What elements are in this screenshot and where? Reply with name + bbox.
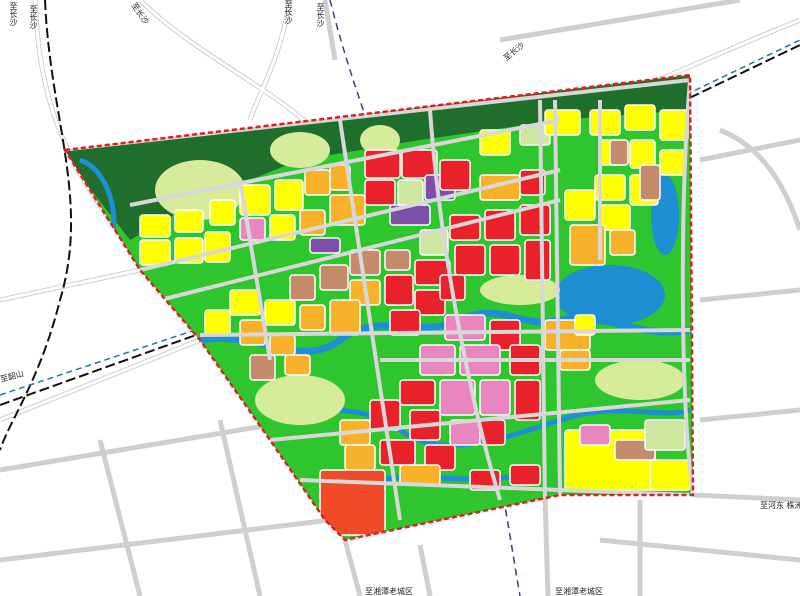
lake [555, 265, 665, 325]
residential-block [209, 199, 236, 226]
road [338, 119, 402, 521]
cultural-block [579, 424, 611, 446]
residential-block [629, 139, 656, 169]
industrial-block [319, 264, 349, 291]
direction-label: 至长沙 [316, 3, 325, 27]
commercial-block [509, 464, 541, 486]
cultural-block [444, 314, 486, 341]
direction-label: 至长沙 [284, 0, 293, 24]
direction-label: 至长沙 [9, 2, 18, 26]
commercial-block [379, 439, 416, 466]
light-green-block [644, 419, 686, 451]
road [238, 179, 272, 361]
direction-label: 至长沙 [29, 5, 38, 29]
commercial-mixed-block [569, 224, 606, 266]
industrial-block [249, 354, 276, 381]
direction-label: 至河东 株洲 [760, 501, 800, 510]
residential-block [564, 189, 596, 221]
light-green-zone [360, 125, 400, 155]
commercial-block [384, 274, 414, 306]
residential-block [204, 231, 231, 263]
commercial-mixed-block [284, 354, 311, 376]
industrial-block [639, 164, 661, 201]
internal-road-network [65, 78, 693, 521]
commercial-block [401, 149, 438, 179]
large-site-block [319, 469, 386, 536]
commercial-mixed-block [269, 334, 296, 356]
planning-boundary [62, 73, 695, 542]
residential-block [239, 184, 271, 216]
commercial-mixed-block [399, 464, 441, 486]
industrial-block [349, 249, 381, 276]
commercial-mixed-block [329, 299, 361, 336]
road [199, 328, 691, 337]
road [553, 99, 562, 496]
industrial-block [384, 249, 411, 271]
residential-block [594, 174, 626, 201]
direction-label: 至湘潭老城区 [365, 587, 413, 596]
residential-block [589, 109, 621, 136]
commercial-block [514, 379, 541, 421]
residential-block [229, 289, 261, 316]
commercial-block [399, 379, 436, 406]
light-green-zone [595, 360, 685, 400]
commercial-mixed-block [304, 169, 331, 196]
road [538, 99, 547, 501]
commercial-block [489, 319, 521, 351]
planning-area [65, 75, 693, 540]
commercial-block [439, 159, 471, 191]
cultural-block [479, 379, 511, 416]
residential-block [649, 459, 691, 491]
residential-block [624, 104, 656, 131]
residential-block [659, 109, 689, 141]
commercial-mixed-block [609, 229, 636, 256]
commercial-block [414, 289, 446, 316]
residential-block [264, 299, 296, 326]
commercial-mixed-block [344, 444, 376, 471]
land-use-blocks [139, 104, 691, 536]
industrial-block [609, 139, 629, 166]
commercial-block [389, 309, 421, 336]
road [428, 109, 502, 501]
road [680, 79, 693, 496]
residential-block [139, 239, 171, 266]
commercial-mixed-block [299, 304, 326, 331]
direction-label: 至湘潭老城区 [555, 587, 603, 596]
residential-block [274, 179, 304, 211]
commercial-block [454, 244, 486, 276]
administrative-block [309, 237, 341, 254]
residential-block [659, 149, 686, 176]
residential-block [139, 214, 171, 238]
light-green-zone [480, 275, 560, 305]
commercial-block [364, 179, 396, 206]
light-green-block [397, 179, 424, 206]
light-green-zone [270, 132, 330, 168]
railway-line [0, 0, 73, 451]
light-green-zone [255, 375, 345, 425]
commercial-block [489, 244, 521, 276]
commercial-block [524, 239, 551, 281]
industrial-block [289, 274, 316, 301]
forest-zone [65, 75, 690, 240]
residential-block [174, 209, 204, 233]
residential-block [204, 309, 231, 336]
road [139, 168, 561, 272]
cultural-block [239, 217, 266, 241]
